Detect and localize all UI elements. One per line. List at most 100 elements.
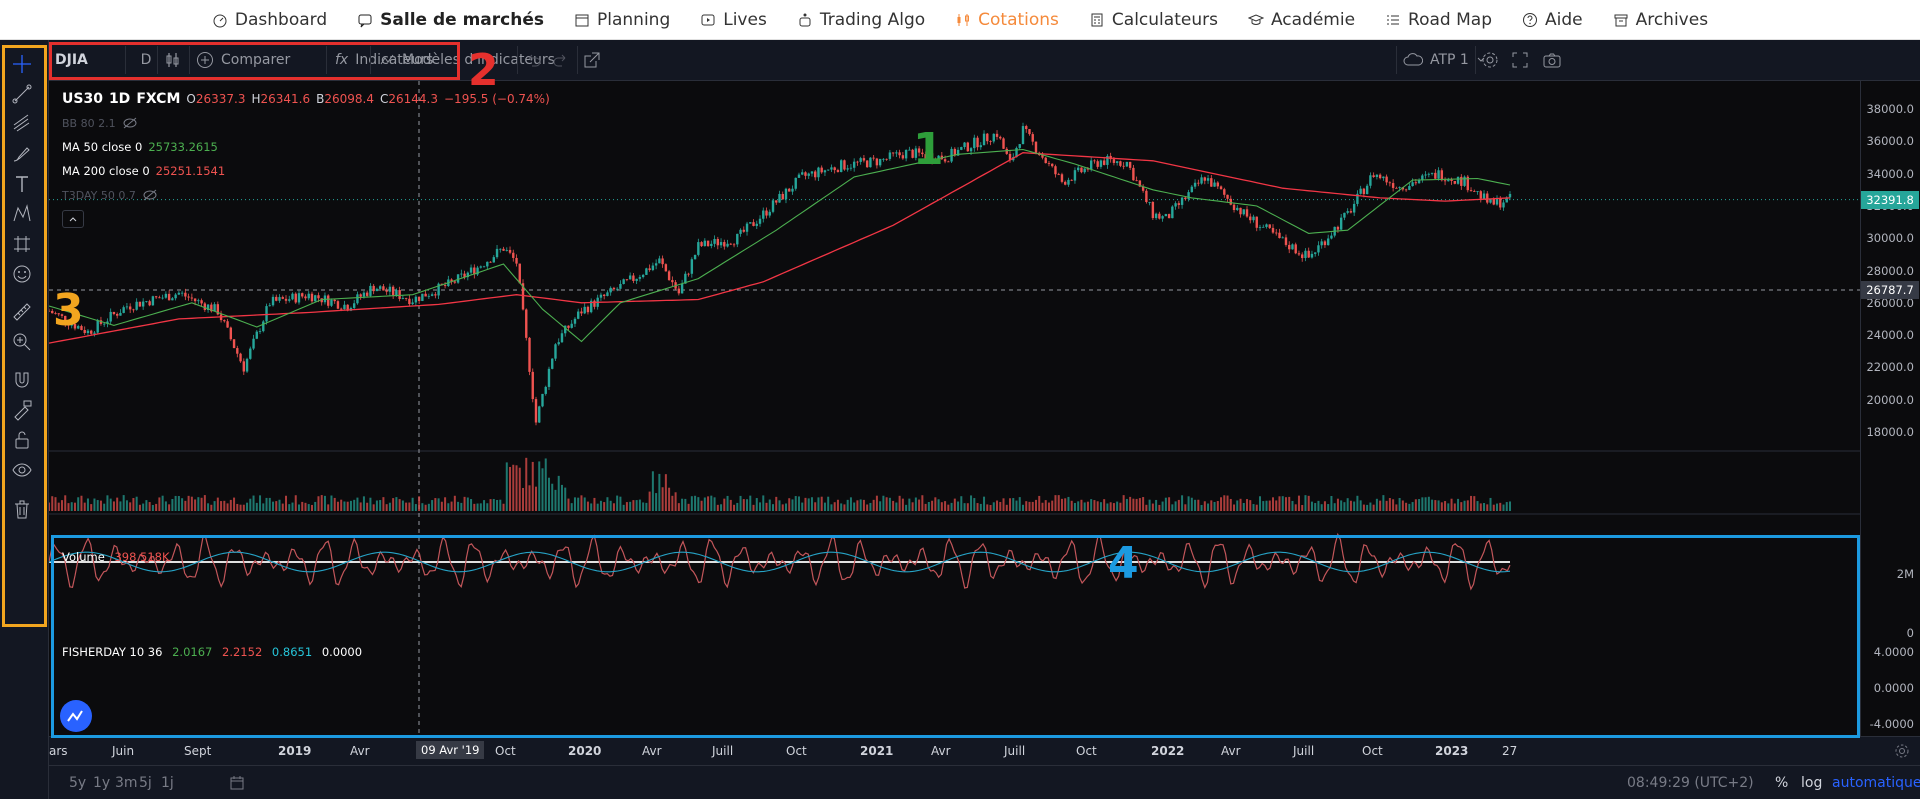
range-button-3m[interactable]: 3m (115, 775, 138, 791)
time-axis-settings-button[interactable] (1894, 743, 1910, 762)
candle-body (577, 311, 580, 319)
volume-bar (551, 483, 554, 511)
candle-body (310, 293, 314, 302)
percent-toggle[interactable]: % (1775, 775, 1789, 791)
tool-fib[interactable] (8, 110, 36, 138)
crosshair-icon (13, 55, 31, 73)
log-toggle[interactable]: log (1801, 775, 1823, 791)
volume-bar (1359, 500, 1362, 511)
volume-bar (1294, 504, 1297, 511)
nav-item-planning[interactable]: Planning (574, 10, 670, 30)
undo-button[interactable] (525, 40, 543, 80)
volume-bar (752, 504, 755, 511)
indicators-button[interactable]: fx Indicateurs (335, 40, 433, 80)
tool-text[interactable] (8, 170, 36, 198)
volume-bar (249, 498, 252, 511)
candle-body (106, 321, 109, 324)
tool-crosshair[interactable] (8, 50, 36, 78)
volume-bar (1414, 499, 1417, 511)
interval-button[interactable]: D (135, 40, 157, 80)
chart-pane[interactable] (49, 81, 1860, 736)
volume-bar (801, 502, 804, 511)
nav-item-académie[interactable]: Académie (1247, 10, 1355, 30)
candle-body (508, 249, 512, 253)
settings-button[interactable] (1480, 40, 1500, 80)
volume-bar (1375, 498, 1378, 511)
candle-body (628, 275, 632, 280)
goto-date-button[interactable] (229, 775, 245, 795)
redo-button[interactable] (551, 40, 569, 80)
volume-bar (382, 497, 385, 511)
tool-zoom-in[interactable] (8, 328, 36, 356)
price-axis[interactable]: 38000.036000.034000.032000.030000.028000… (1860, 81, 1920, 736)
volume-bar (505, 462, 508, 511)
collapse-legend-button[interactable] (62, 210, 84, 228)
eye-off-icon[interactable] (122, 116, 138, 130)
volume-bar (1155, 499, 1158, 511)
auto-scale-toggle[interactable]: automatique (1832, 775, 1920, 791)
time-axis[interactable]: ars Juin Sept 2019 Avr Juill Oct 2020 Avr Juill Oc… (49, 736, 1920, 765)
chart-style-button[interactable] (164, 40, 182, 80)
range-button-1j[interactable]: 1j (161, 775, 174, 791)
volume-bar (301, 501, 304, 511)
eye-off-icon[interactable] (142, 188, 158, 202)
candle-body (453, 281, 457, 283)
volume-bar (1366, 504, 1369, 511)
tool-brush[interactable] (8, 140, 36, 168)
volume-bar (1142, 497, 1145, 511)
candle-body (973, 137, 976, 149)
tool-lock-drawing[interactable] (8, 396, 36, 424)
tool-trend-line[interactable] (8, 80, 36, 108)
nav-item-road-map[interactable]: Road Map (1385, 10, 1492, 30)
volume-bar (252, 495, 255, 511)
chart-canvas[interactable] (49, 81, 1860, 736)
nav-item-archives[interactable]: Archives (1613, 10, 1708, 30)
tool-eye[interactable] (8, 456, 36, 484)
volume-bar (564, 487, 567, 511)
range-button-5y[interactable]: 5y (69, 775, 87, 791)
compare-button[interactable]: Comparer (196, 40, 290, 80)
volume-bar (1509, 501, 1511, 511)
legend-ma200-label: MA 200 close 0 (62, 164, 150, 178)
candle-body (245, 358, 249, 372)
range-button-5j[interactable]: 5j (139, 775, 152, 791)
candle-body (1067, 179, 1070, 185)
legend-interval: 1D (108, 91, 131, 107)
volume-bar (453, 495, 456, 511)
volume-bar (762, 495, 765, 511)
price-tick-label: 28000.0 (1866, 263, 1914, 278)
chart-logo-button[interactable] (60, 700, 92, 732)
nav-item-lives[interactable]: Lives (700, 10, 767, 30)
tool-magnet[interactable] (8, 366, 36, 394)
tool-pattern[interactable] (8, 200, 36, 228)
volume-bar (233, 497, 236, 511)
tool-ruler[interactable] (8, 298, 36, 326)
screenshot-button[interactable] (1542, 40, 1562, 80)
nav-item-calculateurs[interactable]: Calculateurs (1089, 10, 1218, 30)
tool-smiley[interactable] (8, 260, 36, 288)
candle-body (570, 323, 573, 328)
volume-bar (703, 497, 706, 511)
volume-bar (979, 503, 982, 511)
nav-item-salle-de-marchés[interactable]: Salle de marchés (357, 10, 544, 30)
volume-bar (1028, 501, 1031, 511)
account-button[interactable]: ATP 1 (1403, 40, 1486, 80)
range-button-1y[interactable]: 1y (93, 775, 111, 791)
snapshot-share-button[interactable] (582, 40, 602, 80)
indicator-templates-button[interactable]: Modèles d'indicateurs (379, 40, 555, 80)
tool-trash[interactable] (8, 495, 36, 523)
symbol-search-button[interactable]: DJIA (53, 40, 125, 80)
nav-item-dashboard[interactable]: Dashboard (212, 10, 327, 30)
fisher-signal-line (49, 551, 1511, 573)
tool-prediction[interactable] (8, 230, 36, 258)
tool-unlock[interactable] (8, 426, 36, 454)
volume-bar (226, 503, 229, 511)
candle-body (291, 293, 294, 300)
chart-toolbar: DJIA D Comparer fx Indicateurs Modèles d… (49, 40, 1920, 81)
candle-body (356, 294, 359, 304)
nav-item-trading-algo[interactable]: Trading Algo (797, 10, 925, 30)
candle-body (359, 294, 362, 297)
nav-item-cotations[interactable]: Cotations (955, 10, 1059, 30)
nav-item-aide[interactable]: Aide (1522, 10, 1583, 30)
fullscreen-button[interactable] (1511, 40, 1529, 80)
